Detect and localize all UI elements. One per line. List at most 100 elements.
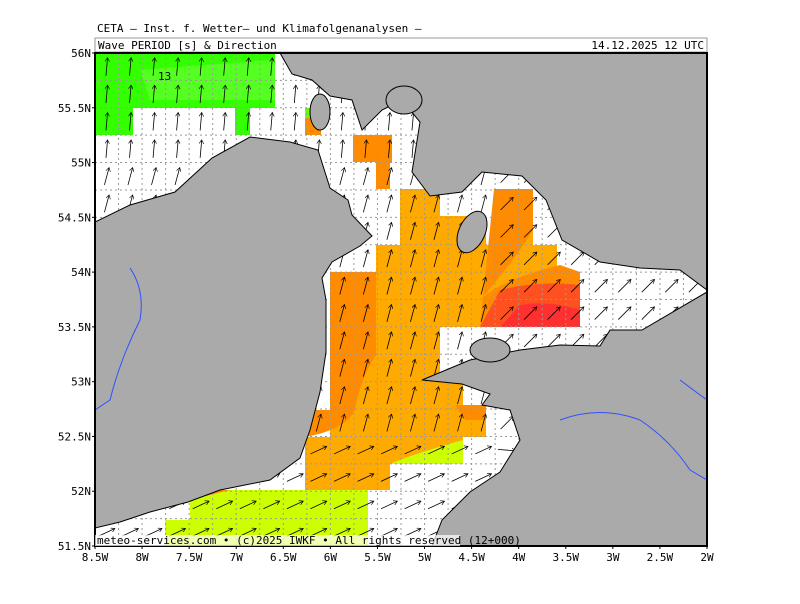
arrow	[480, 195, 486, 213]
lon-label: 2W	[700, 551, 714, 564]
lon-label: 3W	[606, 551, 620, 564]
arrow	[410, 414, 415, 432]
arrow	[98, 529, 115, 537]
arrow	[130, 113, 132, 131]
arrow	[339, 332, 345, 350]
arrow	[357, 446, 374, 455]
axis-labels: 56N 55.5N 55N 54.5N 54N 53.5N 53N 52.5N 52N 51.5N…	[58, 47, 714, 564]
lat-label: 54.5N	[58, 211, 91, 224]
lat-label: 54N	[71, 266, 91, 279]
arrow	[294, 113, 296, 131]
arrow	[433, 222, 439, 240]
arrow	[271, 85, 273, 104]
arrow	[457, 387, 463, 405]
lat-label: 56N	[71, 47, 91, 60]
arrow	[365, 140, 367, 158]
arrow	[523, 197, 537, 211]
arrow	[570, 252, 584, 266]
arrow	[177, 140, 179, 158]
arrow	[239, 501, 256, 510]
arrow	[457, 277, 463, 295]
lon-label: 2.5W	[647, 551, 674, 564]
arrow	[665, 279, 678, 293]
arrow	[339, 414, 345, 432]
arrow	[106, 58, 108, 76]
arrow	[380, 446, 397, 455]
arrow	[286, 474, 303, 482]
arrow	[192, 529, 209, 537]
lon-label: 5W	[418, 551, 432, 564]
arrow	[239, 529, 256, 537]
arrow	[224, 113, 226, 131]
arrow	[500, 416, 514, 430]
arrow	[404, 529, 421, 537]
arrow	[200, 140, 202, 158]
lat-label: 53N	[71, 376, 91, 389]
arrow	[153, 85, 155, 104]
arrow	[386, 195, 392, 213]
arrow	[500, 252, 514, 266]
arrow	[594, 334, 608, 348]
arrow	[480, 277, 486, 295]
arrow	[547, 334, 561, 348]
arrow	[106, 113, 108, 131]
arrow	[310, 474, 326, 482]
arrow	[153, 58, 155, 76]
arrow	[339, 168, 345, 186]
arrow	[433, 332, 439, 350]
arrow	[410, 222, 415, 240]
arrow	[410, 195, 415, 213]
arrow	[404, 446, 421, 455]
arrow	[594, 307, 608, 320]
arrow	[104, 195, 109, 213]
arrow	[339, 277, 345, 295]
arrow	[380, 474, 397, 482]
arrow	[341, 113, 343, 131]
lon-label: 7W	[230, 551, 244, 564]
arrow	[412, 140, 414, 158]
arrow	[200, 58, 202, 76]
arrow	[433, 277, 439, 295]
arrow	[130, 140, 132, 158]
arrow	[410, 359, 415, 377]
arrow	[427, 474, 444, 482]
arrow	[457, 332, 463, 350]
lat-label: 55.5N	[58, 102, 91, 115]
lon-label: 4.5W	[458, 551, 485, 564]
arrow	[224, 85, 226, 104]
arrow	[362, 359, 368, 377]
arrow	[480, 305, 486, 322]
arrow	[457, 305, 463, 322]
arrow	[433, 387, 439, 405]
arrow	[547, 279, 561, 293]
arrow	[433, 414, 439, 432]
arrow	[386, 168, 392, 186]
arrow	[286, 501, 303, 510]
arrow	[362, 305, 368, 322]
footer-credit: meteo-services.com • (c)2025 IWKF • All …	[97, 534, 521, 547]
arrow	[433, 305, 439, 322]
arrow	[480, 250, 486, 268]
lat-label: 52.5N	[58, 430, 91, 443]
arrow	[388, 140, 390, 158]
arrow	[362, 195, 368, 213]
lon-label: 7.5W	[176, 551, 203, 564]
arrow	[617, 307, 631, 320]
arrow	[457, 195, 463, 213]
lon-label: 8W	[135, 551, 149, 564]
arrow	[617, 279, 631, 293]
arrow	[333, 474, 350, 482]
arrow	[412, 113, 414, 131]
arrow	[294, 85, 296, 104]
arrow	[200, 113, 202, 131]
header-subtitle: Wave PERIOD [s] & Direction	[98, 39, 277, 52]
arrow	[263, 529, 279, 537]
arrow	[362, 414, 368, 432]
arrow	[523, 279, 537, 293]
arrow	[247, 58, 249, 76]
arrow	[410, 250, 415, 268]
arrow	[145, 529, 162, 537]
arrow	[386, 305, 392, 322]
arrow	[427, 446, 444, 455]
arrow	[192, 501, 209, 510]
